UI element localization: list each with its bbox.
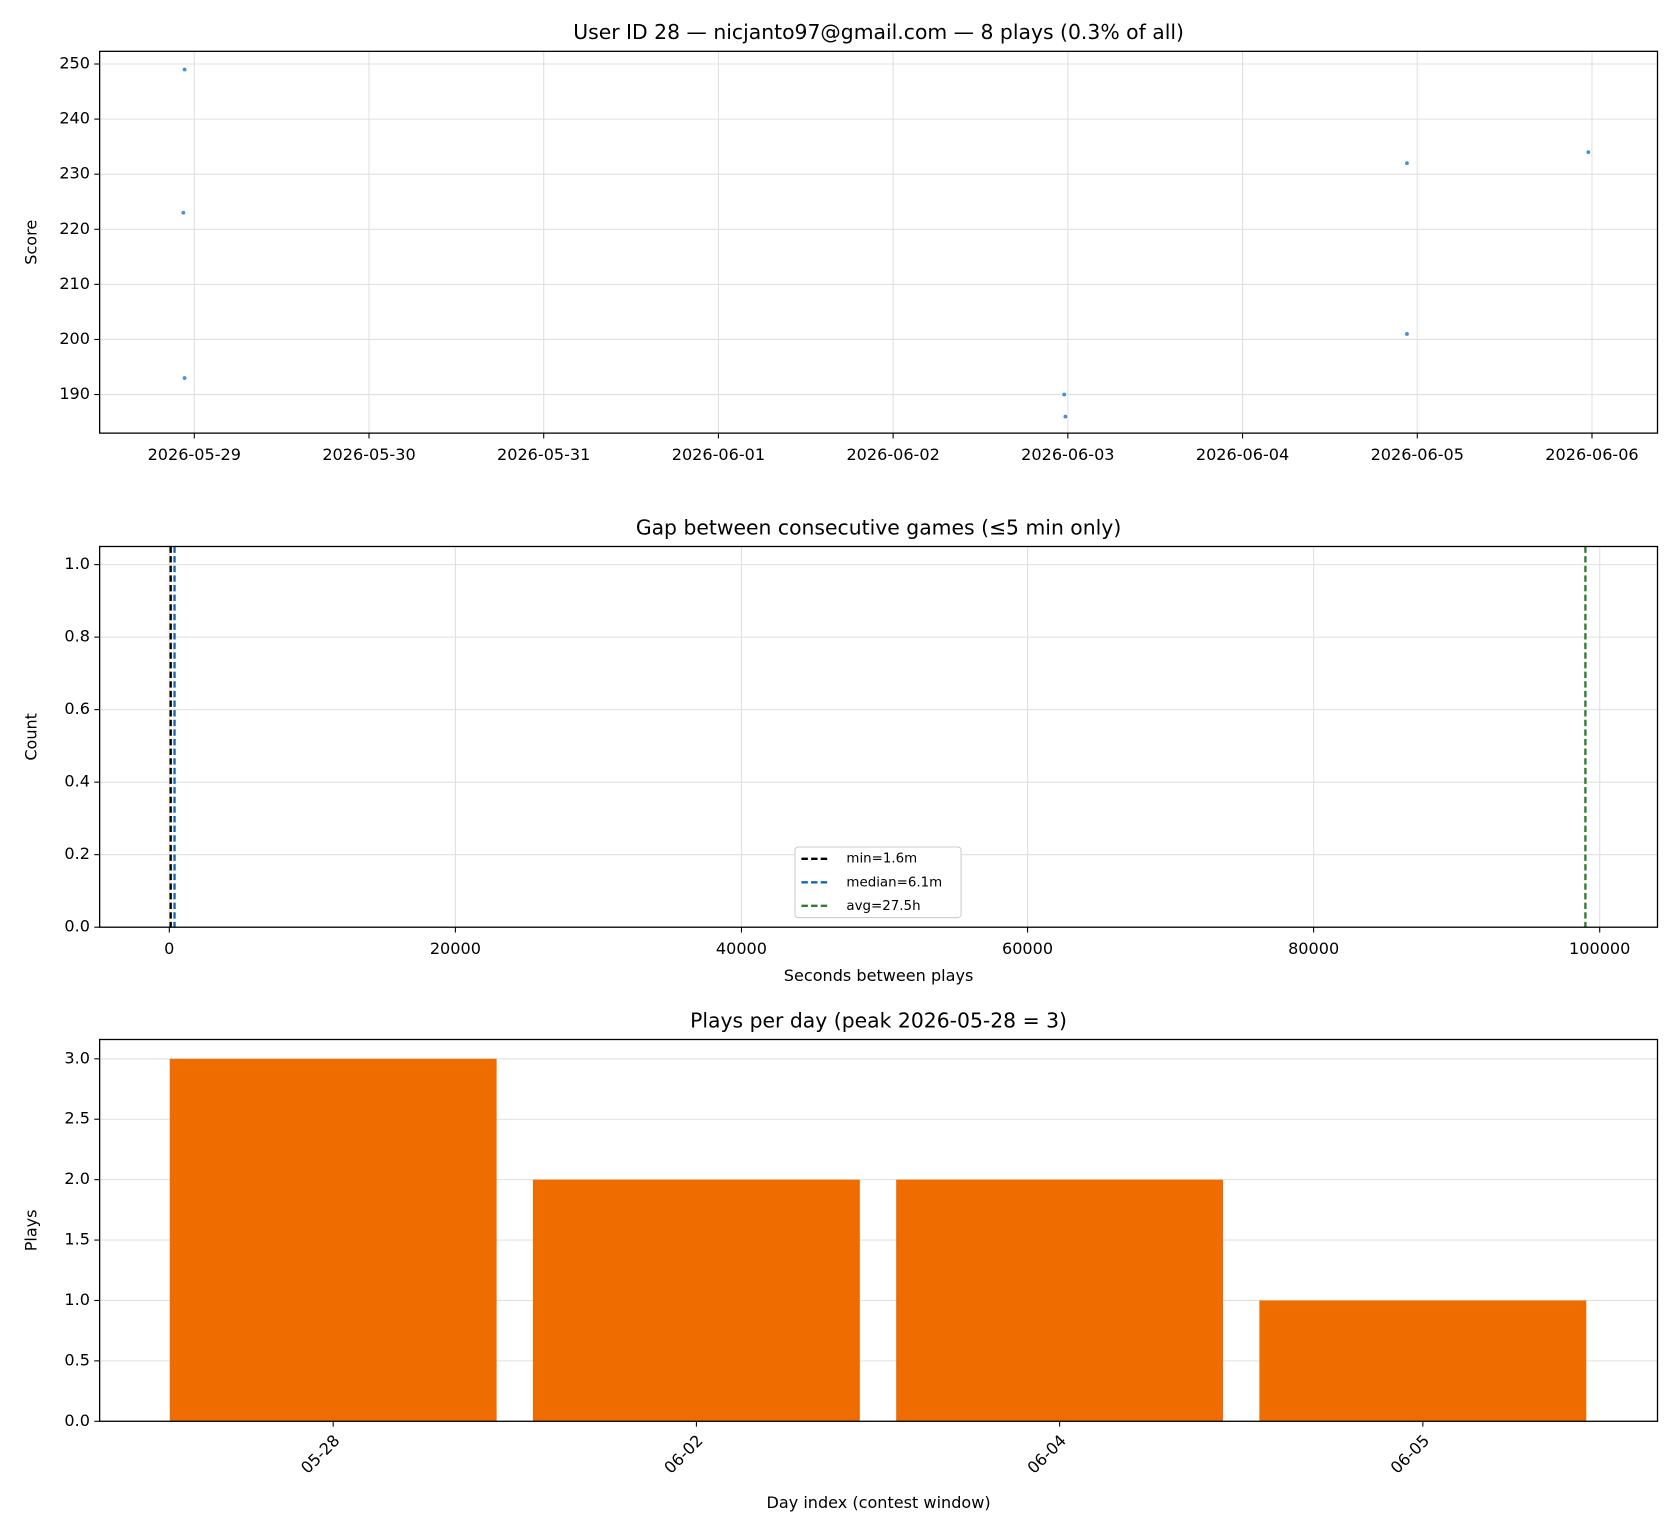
point xyxy=(182,67,187,72)
point xyxy=(181,210,186,215)
y-tick-label: 0.0 xyxy=(64,1411,90,1430)
y-axis-label: Score xyxy=(22,220,41,265)
point xyxy=(1586,150,1591,155)
x-tick-label: 2026-06-02 xyxy=(846,445,939,464)
x-tick-label: 2026-06-04 xyxy=(1196,445,1289,464)
x-tick-label: 06-02 xyxy=(660,1431,706,1477)
x-tick-label: 2026-06-03 xyxy=(1021,445,1114,464)
axes-frame xyxy=(99,50,1659,434)
point xyxy=(182,376,187,380)
legend-box xyxy=(794,846,962,919)
chart-title: Gap between consecutive games (≤5 min on… xyxy=(636,515,1121,539)
legend-label: min=1.6m xyxy=(846,852,917,867)
legend-label: median=6.1m xyxy=(846,875,942,890)
y-tick-label: 0.0 xyxy=(64,917,90,936)
chart-title: User ID 28 — nicjanto97@gmail.com — 8 pl… xyxy=(573,20,1184,44)
x-tick-label: 05-28 xyxy=(297,1431,343,1477)
y-axis-label: Plays xyxy=(22,1210,41,1252)
y-tick-label: 210 xyxy=(59,274,90,293)
x-tick-label: 2026-06-05 xyxy=(1371,445,1464,464)
x-axis-label: Seconds between plays xyxy=(784,966,974,985)
y-tick-label: 0.8 xyxy=(64,627,90,646)
y-axis-label: Count xyxy=(22,713,41,761)
point xyxy=(1062,392,1067,397)
x-tick-label: 2026-06-01 xyxy=(672,445,765,464)
bar xyxy=(896,1179,1224,1422)
y-tick-label: 1.5 xyxy=(64,1230,90,1249)
x-tick-label: 2026-05-30 xyxy=(322,445,415,464)
y-tick-label: 220 xyxy=(59,219,90,238)
y-tick-label: 0.4 xyxy=(64,772,90,791)
x-tick-label: 06-05 xyxy=(1387,1431,1433,1477)
point xyxy=(1405,332,1409,336)
y-tick-label: 0.6 xyxy=(64,699,90,718)
axes-frame xyxy=(99,545,1659,928)
chart-title: Plays per day (peak 2026-05-28 = 3) xyxy=(690,1008,1067,1032)
x-tick-label: 100000 xyxy=(1569,939,1630,958)
y-tick-label: 230 xyxy=(59,164,90,183)
bar xyxy=(169,1058,497,1422)
y-tick-label: 250 xyxy=(59,54,90,73)
x-tick-label: 60000 xyxy=(1002,939,1053,958)
y-tick-label: 200 xyxy=(59,329,90,348)
axes-frame xyxy=(99,1038,1659,1422)
x-tick-label: 40000 xyxy=(716,939,767,958)
legend-label: avg=27.5h xyxy=(846,899,920,914)
x-tick-label: 80000 xyxy=(1288,939,1339,958)
y-tick-label: 2.5 xyxy=(64,1109,90,1128)
y-tick-label: 0.2 xyxy=(64,844,90,863)
y-tick-label: 1.0 xyxy=(64,1290,90,1309)
point xyxy=(1405,161,1409,166)
x-tick-label: 2026-05-31 xyxy=(497,445,590,464)
x-tick-label: 2026-06-06 xyxy=(1545,445,1638,464)
y-tick-label: 1.0 xyxy=(64,554,90,573)
x-tick-label: 0 xyxy=(164,939,174,958)
y-tick-label: 3.0 xyxy=(64,1048,90,1067)
bar xyxy=(1259,1300,1587,1422)
bar xyxy=(532,1179,860,1422)
y-tick-label: 2.0 xyxy=(64,1169,90,1188)
x-tick-label: 2026-05-29 xyxy=(148,445,241,464)
x-tick-label: 20000 xyxy=(430,939,481,958)
y-tick-label: 0.5 xyxy=(64,1350,90,1369)
y-tick-label: 240 xyxy=(59,109,90,128)
x-tick-label: 06-04 xyxy=(1023,1431,1069,1477)
point xyxy=(1063,414,1068,419)
y-tick-label: 190 xyxy=(59,384,90,403)
x-axis-label: Day index (contest window) xyxy=(767,1493,991,1512)
